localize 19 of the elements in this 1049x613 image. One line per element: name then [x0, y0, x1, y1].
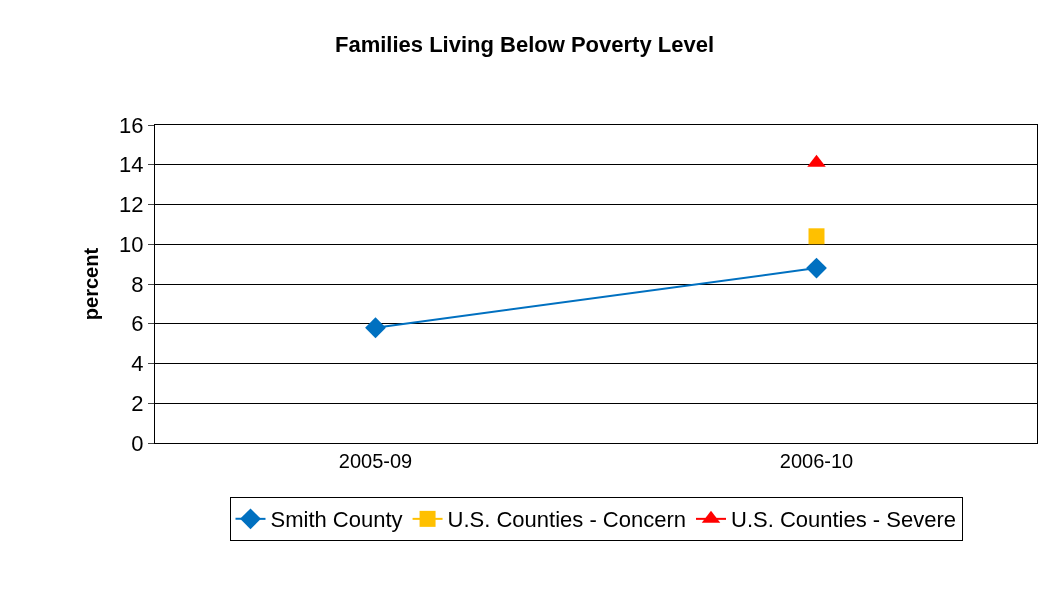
- y-tick-label: 10: [119, 231, 144, 257]
- x-tick-label: 2006-10: [779, 450, 854, 472]
- point: [808, 228, 825, 245]
- legend-label: U.S. Counties - Severe: [731, 507, 956, 533]
- y-tick-label: 2: [131, 390, 144, 416]
- y-tick-label: 12: [119, 192, 144, 218]
- point: [806, 257, 827, 279]
- y-axis-title: percent: [79, 247, 102, 321]
- legend-label: U.S. Counties - Concern: [447, 507, 686, 533]
- y-tick-label: 14: [119, 152, 144, 178]
- y-tick-label: 6: [131, 311, 144, 337]
- y-tick-label: 8: [131, 271, 144, 297]
- y-tick-label: 4: [131, 351, 144, 377]
- y-tick-label: 16: [119, 112, 144, 138]
- legend-label: Smith County: [270, 507, 403, 533]
- point: [365, 317, 386, 339]
- chart-title: Families Living Below Poverty Level: [334, 32, 715, 58]
- x-tick-label: 2005-09: [338, 450, 413, 472]
- y-tick-label: 0: [131, 430, 144, 456]
